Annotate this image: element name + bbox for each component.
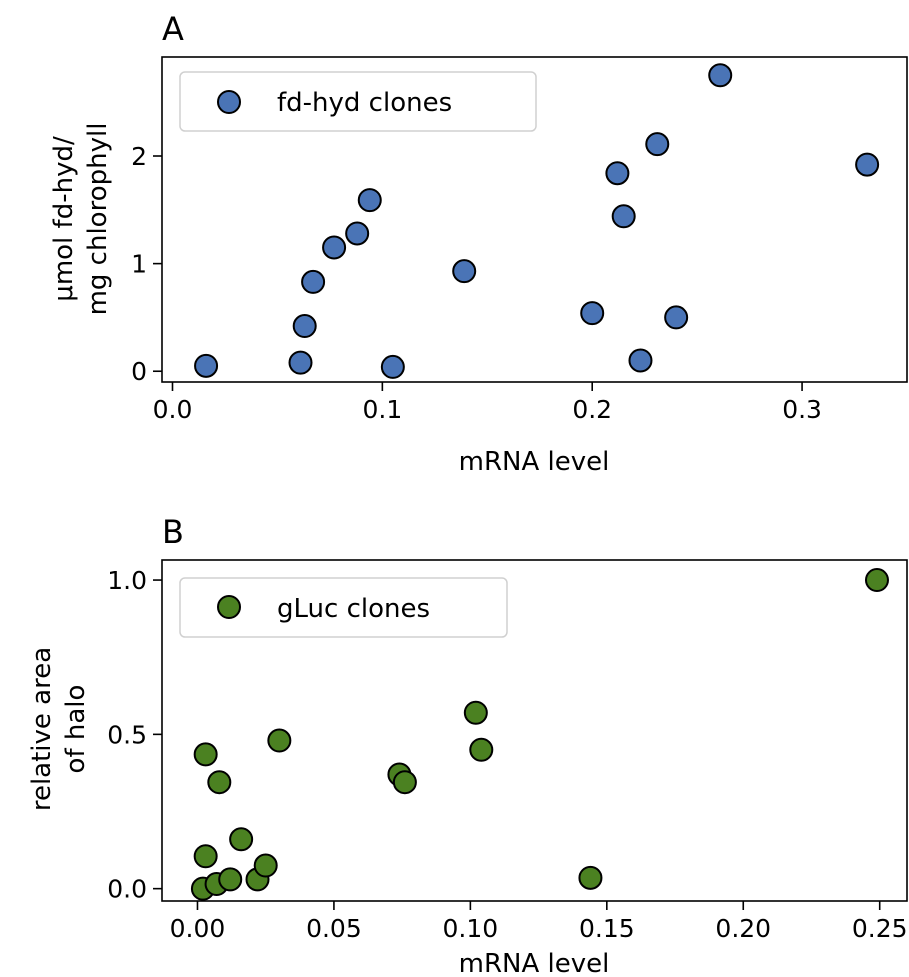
panel-a-y-axis-label-line-1: μmol fd-hyd/ <box>49 136 79 302</box>
panel-b-x-ticks: 0.00 0.05 0.10 0.15 0.20 0.25 <box>170 901 908 943</box>
panel-b-data-point <box>864 568 889 593</box>
panel-b-legend: gLuc clones <box>179 577 508 638</box>
panel-a-data-point <box>357 188 382 213</box>
panel-b-label: B <box>162 513 184 551</box>
panel-a-y-tick-label: 2 <box>131 142 147 171</box>
panel-b-data-point <box>463 700 488 725</box>
panel-a-legend: fd-hyd clones <box>179 71 537 132</box>
panel-a-x-tick-label: 0.0 <box>153 395 193 424</box>
panel-b-data-point <box>469 737 494 762</box>
panel-b-data-point <box>193 844 218 869</box>
panel-a-x-tick-label: 0.1 <box>362 395 402 424</box>
panel-a-data-point <box>628 348 653 373</box>
panel-a-data-point <box>708 63 733 88</box>
panel-b-data-point <box>229 827 254 852</box>
panel-b-data-point <box>218 867 243 892</box>
panel-a-y-ticks: 0 1 2 <box>131 142 162 386</box>
panel-a-plot-frame <box>161 56 908 383</box>
panel-b-x-tick-label: 0.25 <box>852 914 908 943</box>
panel-b-legend-box <box>179 577 508 638</box>
panel-b-points <box>190 568 889 901</box>
panel-b-x-tick-label: 0.00 <box>170 914 226 943</box>
panel-a: A 0.0 0.1 0.2 0.3 0 1 2 mRNA level μmol fd-hy… <box>49 10 908 477</box>
panel-a-legend-marker <box>217 90 241 114</box>
panel-a-legend-box <box>179 71 537 132</box>
panel-a-data-point <box>611 204 636 229</box>
panel-b-y-tick-label: 0.0 <box>107 875 147 904</box>
panel-b-x-tick-label: 0.15 <box>579 914 635 943</box>
panel-b-y-axis-label-line-2: of halo <box>61 685 91 774</box>
panel-a-data-point <box>194 353 219 378</box>
panel-a-x-ticks: 0.0 0.1 0.2 0.3 <box>153 382 822 424</box>
panel-b-y-axis-label-line-1: relative area <box>27 647 57 811</box>
panel-a-data-point <box>288 350 313 375</box>
panel-b-data-point <box>253 853 278 878</box>
panel-b-data-point <box>207 770 232 795</box>
panel-a-data-point <box>322 235 347 260</box>
panel-b-data-point <box>267 728 292 753</box>
panel-b-legend-marker <box>217 595 241 619</box>
panel-a-x-tick-label: 0.2 <box>572 395 612 424</box>
panel-a-y-tick-label: 0 <box>131 357 147 386</box>
panel-a-data-point <box>345 221 370 246</box>
panel-a-points <box>194 63 880 379</box>
panel-a-data-point <box>605 161 630 186</box>
panel-b-x-axis-label: mRNA level <box>459 949 610 977</box>
panel-b-data-point <box>193 742 218 767</box>
panel-b-data-point <box>392 770 417 795</box>
panel-a-x-tick-label: 0.3 <box>782 395 822 424</box>
panel-a-x-axis-label: mRNA level <box>459 447 610 477</box>
panel-a-label: A <box>162 10 184 48</box>
panel-a-data-point <box>855 152 880 177</box>
panel-a-data-point <box>301 269 326 294</box>
panel-a-data-point <box>580 301 605 326</box>
panel-a-data-point <box>664 305 689 330</box>
panel-a-data-point <box>452 259 477 284</box>
panel-b-x-tick-label: 0.20 <box>715 914 771 943</box>
panel-b: B 0.00 0.05 0.10 0.15 0.20 0.25 0.0 0.5 1.0 mRN… <box>27 513 908 977</box>
panel-b-y-tick-label: 0.5 <box>107 720 147 749</box>
panel-a-data-point <box>292 314 317 339</box>
panel-b-y-tick-label: 1.0 <box>107 566 147 595</box>
panel-b-x-tick-label: 0.05 <box>306 914 362 943</box>
panel-b-plot-frame <box>161 559 908 902</box>
panel-b-data-point <box>578 865 603 890</box>
panel-a-data-point <box>645 132 670 157</box>
panel-b-y-ticks: 0.0 0.5 1.0 <box>107 566 162 904</box>
panel-b-legend-label: gLuc clones <box>277 594 430 624</box>
panel-a-data-point <box>380 354 405 379</box>
panel-b-x-tick-label: 0.10 <box>443 914 499 943</box>
panel-a-legend-label: fd-hyd clones <box>277 88 452 118</box>
panel-a-y-axis-label-line-2: mg chlorophyll <box>83 123 113 316</box>
panel-a-y-tick-label: 1 <box>131 250 147 279</box>
